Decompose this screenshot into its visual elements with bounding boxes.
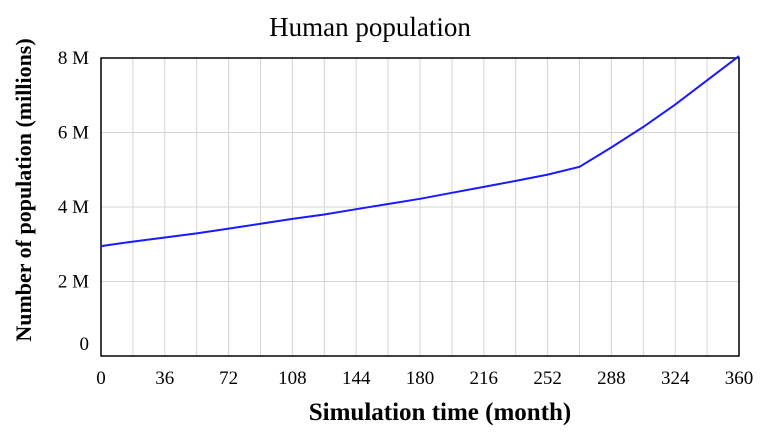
x-tick-label: 36	[155, 368, 174, 389]
x-tick-label: 108	[278, 368, 307, 389]
x-tick-label: 144	[342, 368, 371, 389]
x-tick-label: 324	[661, 368, 690, 389]
x-tick-label: 360	[725, 368, 754, 389]
y-tick-label: 6 M	[58, 123, 89, 144]
y-tick-label: 0	[80, 334, 90, 355]
chart-title: Human population	[269, 12, 471, 42]
y-axis-label: Number of population (millions)	[11, 38, 36, 341]
series-line-human-population	[100, 55, 740, 248]
y-tick-label: 2 M	[58, 272, 89, 293]
x-axis-label: Simulation time (month)	[309, 399, 572, 426]
plot-frame	[100, 57, 740, 357]
x-tick-label: 288	[597, 368, 626, 389]
x-tick-label: 0	[96, 368, 106, 389]
grid-lines	[101, 58, 739, 356]
y-tick-label: 4 M	[58, 197, 89, 218]
x-tick-label: 180	[406, 368, 435, 389]
y-tick-label: 8 M	[58, 48, 89, 69]
x-tick-label: 216	[470, 368, 499, 389]
x-tick-labels: 0 36 72 108 144 180 216 252 288 324 360	[96, 368, 753, 389]
x-tick-label: 252	[533, 368, 562, 389]
x-tick-label: 72	[219, 368, 238, 389]
y-tick-labels: 0 2 M 4 M 6 M 8 M	[58, 48, 89, 355]
